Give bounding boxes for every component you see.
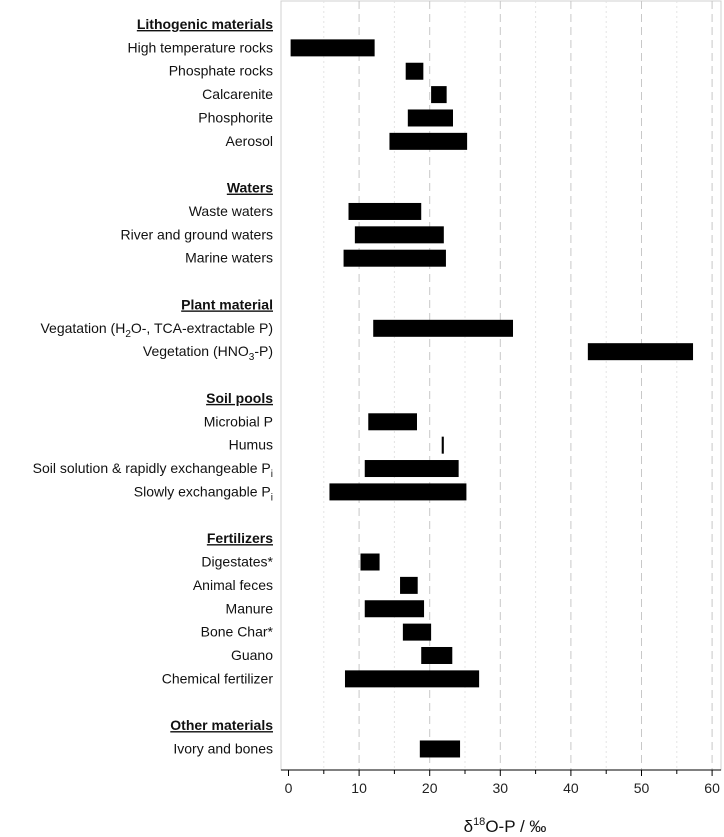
category-label: Phosphorite [198,109,273,125]
range-bar [441,436,444,454]
range-bar [364,460,459,478]
range-bar [364,600,425,618]
group-heading: Plant material [181,296,273,312]
range-bar [329,483,467,501]
category-label: Marine waters [185,250,273,266]
category-label: Manure [226,600,274,616]
plot-frame [280,0,722,771]
x-tick-label: 10 [351,780,367,796]
bars-layer [290,39,694,758]
range-bar [368,413,417,431]
x-axis: 0 10 20 30 40 50 60 [281,769,721,796]
labels-layer: Lithogenic materials High temperature roc… [33,16,274,756]
x-tick-label: 40 [563,780,579,796]
x-axis-title: δ18O-P / ‰ [464,816,547,836]
category-label: Vegatation (H2O-, TCA-extractable P) [40,320,273,340]
category-label: Slowly exchangable Pi [134,483,273,503]
range-bar [343,249,446,267]
range-bar [354,226,444,244]
range-bar [290,39,375,57]
range-bar [587,343,694,361]
category-label: Bone Char* [201,624,274,640]
x-tick-label: 60 [704,780,720,796]
x-tick-label: 30 [493,780,509,796]
category-label: Microbial P [204,413,273,429]
grid-layer [280,0,722,771]
range-bar [419,740,461,758]
range-bar [348,202,422,220]
category-label: Animal feces [193,577,273,593]
x-tick-label: 0 [285,780,293,796]
category-label: Humus [229,437,273,453]
category-label: Chemical fertilizer [162,670,274,686]
range-bar [373,319,514,337]
range-bar [344,670,480,688]
x-tick-label: 20 [422,780,438,796]
group-heading: Fertilizers [207,530,273,546]
range-bar [431,86,447,104]
range-bar [405,62,424,80]
x-tick-label: 50 [634,780,650,796]
range-bar [389,132,468,150]
group-heading: Lithogenic materials [137,16,273,32]
group-heading: Soil pools [206,390,273,406]
category-label: High temperature rocks [127,39,273,55]
category-label: Vegetation (HNO3-P) [143,343,273,363]
category-label: Ivory and bones [173,740,273,756]
range-bar [407,109,453,127]
category-label: Digestates* [201,554,273,570]
category-label: Waste waters [189,203,273,219]
group-heading: Waters [227,180,273,196]
range-bar [400,576,418,594]
range-bar [360,553,380,571]
category-label: Calcarenite [202,86,273,102]
category-label: Aerosol [226,133,273,149]
category-label: Guano [231,647,273,663]
category-label: Phosphate rocks [169,63,273,79]
group-heading: Other materials [170,717,273,733]
category-label: River and ground waters [120,226,273,242]
range-bar [421,646,453,664]
category-label: Soil solution & rapidly exchangeable Pi [33,460,273,480]
range-bar [402,623,432,641]
